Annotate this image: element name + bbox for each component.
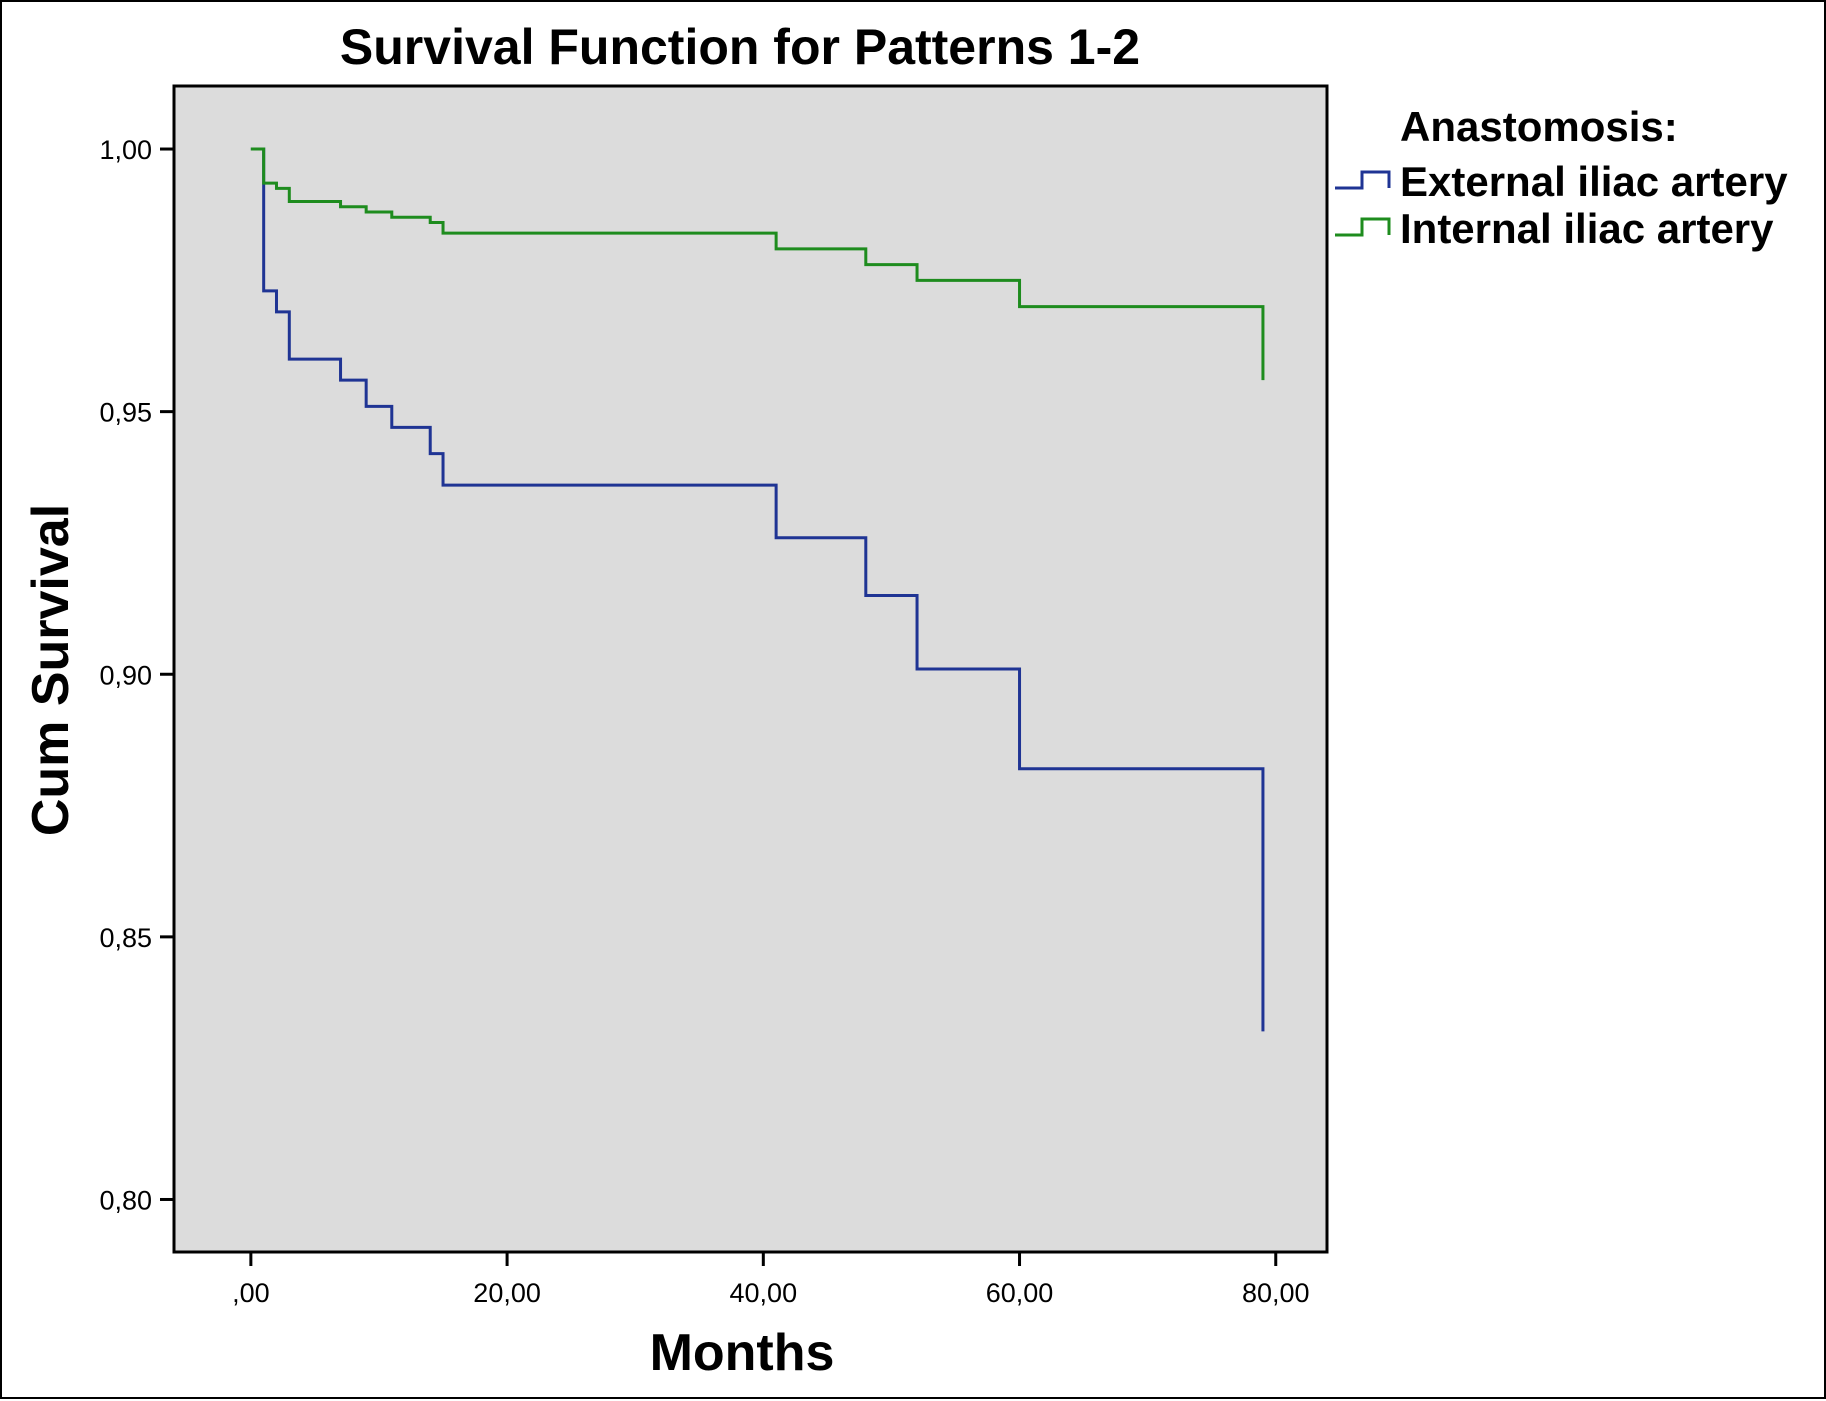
x-axis: ,00 20,00 40,00 60,00 80,00 [232, 1252, 1310, 1308]
legend: Anastomosis: External iliac arteryIntern… [1335, 103, 1788, 252]
legend-title: Anastomosis: [1400, 103, 1678, 150]
y-tick-label: 0,95 [99, 398, 152, 428]
series-layer [250, 147, 1265, 1032]
y-tick-label: 0,85 [99, 923, 152, 953]
y-axis-label: Cum Survival [22, 504, 80, 836]
y-tick-label: 0,80 [99, 1185, 152, 1215]
chart-title: Survival Function for Patterns 1-2 [340, 19, 1140, 75]
x-tick-label: 60,00 [986, 1278, 1054, 1308]
y-tick-label: 1,00 [99, 135, 152, 165]
legend-swatch [1335, 217, 1391, 237]
series-line-external-iliac-artery [250, 147, 1265, 1032]
legend-item-external-iliac-artery: External iliac artery [1335, 158, 1788, 205]
series-line-internal-iliac-artery [250, 147, 1265, 381]
x-tick-label: 80,00 [1242, 1278, 1310, 1308]
legend-label: Internal iliac artery [1400, 205, 1774, 252]
x-tick-label: 40,00 [730, 1278, 798, 1308]
x-tick-label: ,00 [232, 1278, 270, 1308]
legend-label: External iliac artery [1400, 158, 1788, 205]
y-axis: 0,80 0,85 0,90 0,95 1,00 [99, 135, 174, 1215]
legend-item-internal-iliac-artery: Internal iliac artery [1335, 205, 1774, 252]
y-tick-label: 0,90 [99, 660, 152, 690]
x-tick-label: 20,00 [473, 1278, 541, 1308]
plot-area [172, 84, 1329, 1254]
x-axis-label: Months [650, 1324, 835, 1382]
legend-swatch [1335, 170, 1391, 190]
